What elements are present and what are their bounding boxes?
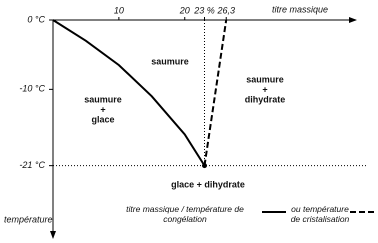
x-tick-label: 20 — [179, 5, 190, 15]
curve — [52, 19, 206, 167]
y-tick-label: -10 °C — [19, 84, 45, 94]
region-label: dihydrate — [245, 94, 286, 104]
region-label: glace + dihydrate — [171, 179, 245, 189]
curve — [203, 19, 228, 166]
region-label: saumure — [84, 94, 122, 104]
region-label: + — [100, 104, 105, 114]
region-label: saumure — [151, 56, 189, 66]
y-tick-label: -21 °C — [19, 160, 45, 170]
region-label: saumure — [246, 74, 284, 84]
legend-text: titre massique / température de congélat… — [126, 204, 244, 224]
y-tick-label: 0 °C — [27, 14, 45, 24]
legend-label: ou température de cristalisation — [290, 204, 350, 224]
y-axis-label: température — [4, 214, 53, 224]
x-tick-label: 26,3 — [216, 5, 235, 15]
legend-label: titre massique / température de congélat… — [126, 204, 244, 224]
x-axis-label: titre massique — [272, 4, 328, 14]
legend-text: ou température de cristalisation — [290, 204, 350, 224]
x-tick-label: 10 — [114, 5, 124, 15]
x-tick-label: 23 % — [193, 5, 215, 15]
eutectic-point — [202, 163, 207, 169]
region-label: + — [262, 84, 267, 94]
region-label: glace — [91, 114, 114, 124]
